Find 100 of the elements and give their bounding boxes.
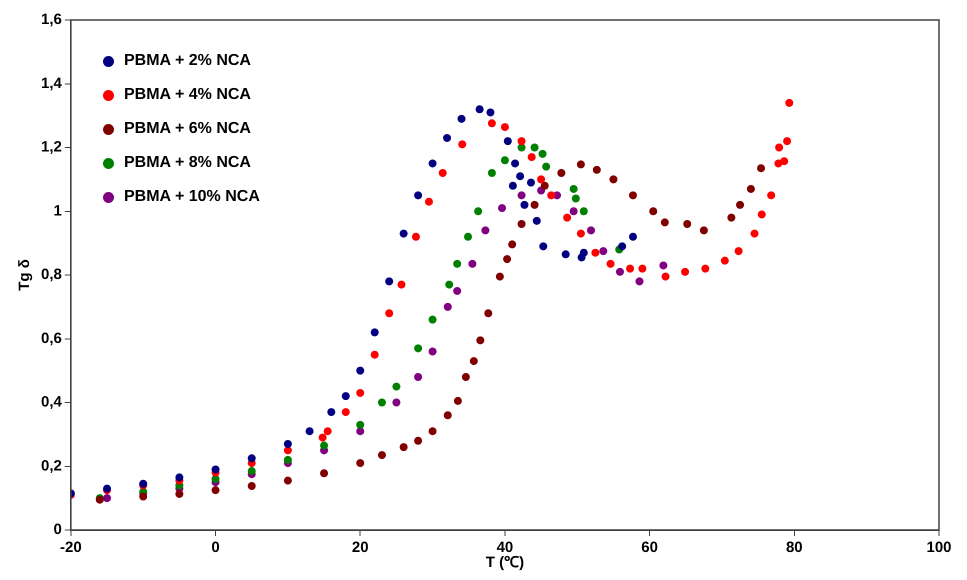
point [414, 373, 422, 381]
point [392, 398, 400, 406]
point [518, 144, 526, 152]
y-tick-label: 0,8 [40, 266, 62, 284]
point [635, 277, 644, 286]
point [532, 216, 541, 225]
y-axis-title: Tg δ [16, 259, 34, 291]
point [397, 280, 406, 289]
point [139, 492, 148, 501]
point [504, 137, 512, 146]
point [591, 248, 600, 257]
point [757, 164, 766, 172]
point [428, 159, 437, 168]
point [454, 396, 462, 405]
point [392, 382, 400, 391]
point [412, 232, 420, 241]
point [212, 465, 220, 474]
y-tick-label: 0,2 [40, 457, 62, 474]
point [526, 178, 535, 187]
point [175, 490, 184, 498]
point [370, 350, 379, 359]
point [378, 398, 386, 406]
point [486, 108, 494, 116]
point [356, 366, 364, 375]
x-tick-label: -20 [60, 539, 82, 556]
point [414, 344, 422, 352]
point [662, 272, 670, 281]
point [458, 114, 466, 123]
point [528, 153, 536, 162]
legend-label: PBMA + 10% NCA [124, 188, 260, 206]
point [599, 247, 608, 256]
point [580, 207, 588, 216]
point [428, 427, 437, 436]
point [576, 230, 585, 238]
point [212, 486, 220, 494]
point [734, 247, 743, 256]
point [626, 264, 634, 273]
legend-label: PBMA + 4% NCA [124, 86, 251, 104]
point [628, 232, 637, 241]
point [746, 184, 755, 193]
point [500, 123, 509, 132]
point [464, 232, 472, 241]
x-tick-label: 80 [786, 539, 803, 556]
point [342, 392, 350, 400]
point [284, 456, 292, 464]
point [681, 268, 690, 276]
point [530, 144, 539, 152]
point [356, 388, 364, 397]
point [488, 169, 496, 177]
point [700, 226, 708, 234]
point [414, 436, 422, 445]
point [736, 200, 744, 209]
point [557, 169, 566, 177]
point [284, 476, 292, 485]
point [444, 411, 452, 420]
point [385, 309, 394, 318]
point [563, 214, 572, 222]
point [444, 302, 452, 311]
point [370, 328, 379, 336]
point [400, 230, 408, 238]
point [783, 137, 792, 146]
point [618, 242, 626, 250]
point [306, 427, 314, 436]
point [659, 261, 668, 270]
point [500, 156, 509, 164]
point [414, 191, 422, 200]
point [462, 373, 470, 381]
point [775, 144, 784, 152]
point [518, 137, 526, 146]
point [400, 443, 408, 452]
y-tick-label: 1,2 [40, 138, 62, 156]
point [498, 204, 506, 212]
x-tick-label: 100 [926, 539, 952, 556]
y-tick-label: 0,4 [40, 394, 62, 411]
point [609, 175, 618, 184]
point [518, 191, 526, 200]
x-tick-label: 60 [641, 539, 658, 556]
point [212, 475, 220, 483]
point [537, 175, 546, 184]
point [445, 280, 454, 289]
point [453, 286, 462, 295]
point [540, 182, 549, 190]
point [518, 220, 526, 228]
point [520, 200, 528, 209]
point [511, 159, 520, 168]
point [324, 427, 332, 436]
legend-label: PBMA + 2% NCA [124, 52, 251, 70]
point [508, 182, 517, 190]
point [470, 357, 478, 366]
point [508, 240, 516, 248]
point [580, 248, 588, 257]
point [570, 207, 578, 216]
point [284, 440, 292, 448]
point [539, 242, 548, 250]
point [443, 134, 452, 142]
point [248, 454, 256, 462]
point [378, 451, 386, 460]
point [496, 272, 504, 281]
point [780, 157, 788, 166]
x-tick-label: 0 [211, 539, 220, 556]
